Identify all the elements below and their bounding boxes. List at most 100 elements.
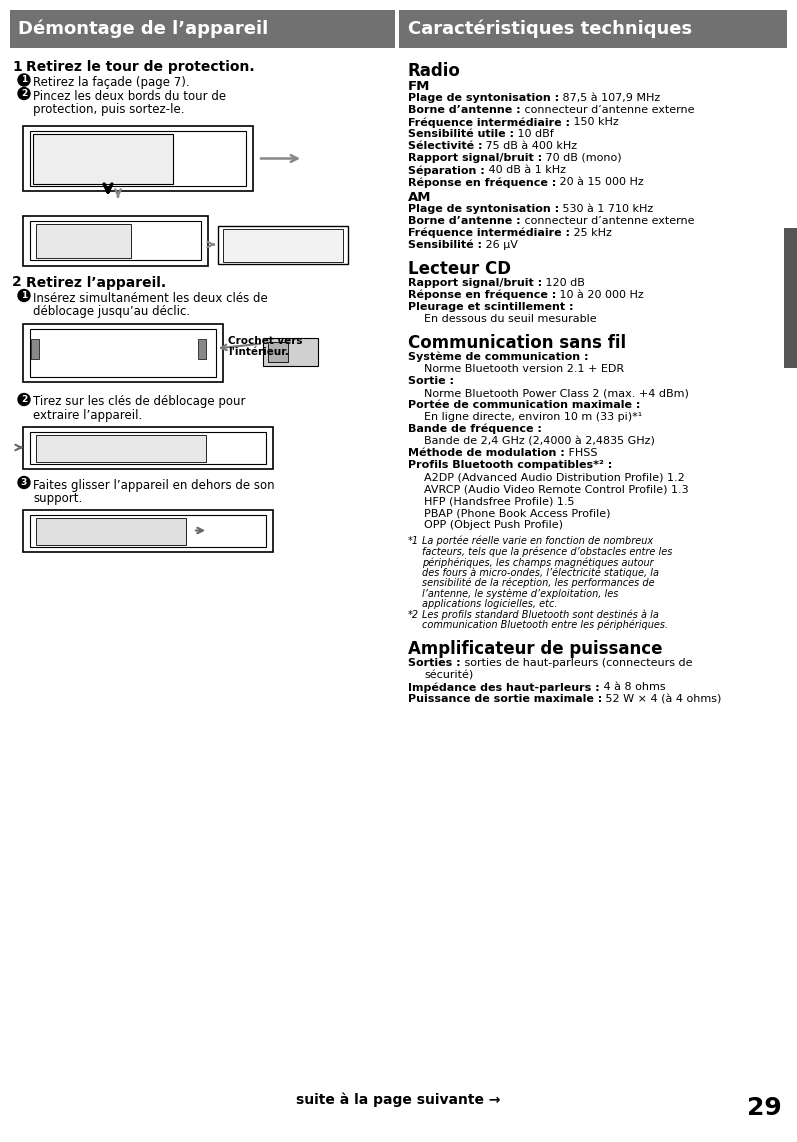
Text: Portée de communication maximale :: Portée de communication maximale :: [408, 400, 640, 410]
Text: Sélectivité :: Sélectivité :: [408, 140, 482, 151]
Text: *1: *1: [408, 536, 419, 546]
Text: Communication sans fil: Communication sans fil: [408, 333, 626, 352]
Text: Caractéristiques techniques: Caractéristiques techniques: [408, 19, 692, 38]
Text: Bande de fréquence :: Bande de fréquence :: [408, 424, 542, 434]
Text: Retirez le tour de protection.: Retirez le tour de protection.: [26, 61, 254, 74]
Text: AM: AM: [408, 191, 431, 204]
Text: 40 dB à 1 kHz: 40 dB à 1 kHz: [485, 164, 566, 175]
Text: PBAP (Phone Book Access Profile): PBAP (Phone Book Access Profile): [424, 508, 611, 518]
Text: 120 dB: 120 dB: [542, 278, 585, 288]
Text: 20 à 15 000 Hz: 20 à 15 000 Hz: [556, 177, 644, 187]
Text: connecteur d’antenne externe: connecteur d’antenne externe: [520, 216, 694, 226]
Text: Système de communication :: Système de communication :: [408, 352, 588, 362]
Text: suite à la page suivante →: suite à la page suivante →: [296, 1093, 501, 1107]
Text: Amplificateur de puissance: Amplificateur de puissance: [408, 641, 662, 659]
Text: Séparation :: Séparation :: [408, 164, 485, 176]
Circle shape: [18, 74, 30, 86]
Text: Puissance de sortie maximale :: Puissance de sortie maximale :: [408, 694, 603, 705]
FancyBboxPatch shape: [36, 224, 131, 257]
Text: AVRCP (Audio Video Remote Control Profile) 1.3: AVRCP (Audio Video Remote Control Profil…: [424, 484, 689, 494]
FancyBboxPatch shape: [33, 134, 173, 184]
Text: Sortie :: Sortie :: [408, 376, 454, 386]
Text: *2: *2: [408, 610, 419, 619]
Text: Rapport signal/bruit :: Rapport signal/bruit :: [408, 278, 542, 288]
Text: Profils Bluetooth compatibles*² :: Profils Bluetooth compatibles*² :: [408, 460, 612, 471]
FancyBboxPatch shape: [36, 517, 186, 545]
Text: Fréquence intermédiaire :: Fréquence intermédiaire :: [408, 116, 570, 128]
Text: 1: 1: [21, 75, 27, 85]
Text: Impédance des haut-parleurs :: Impédance des haut-parleurs :: [408, 683, 599, 693]
Text: Réponse en fréquence :: Réponse en fréquence :: [408, 177, 556, 187]
Text: Norme Bluetooth Power Class 2 (max. +4 dBm): Norme Bluetooth Power Class 2 (max. +4 d…: [424, 388, 689, 399]
Text: Faites glisser l’appareil en dehors de son: Faites glisser l’appareil en dehors de s…: [33, 478, 275, 491]
Text: extraire l’appareil.: extraire l’appareil.: [33, 409, 142, 423]
Text: Norme Bluetooth version 2.1 + EDR: Norme Bluetooth version 2.1 + EDR: [424, 364, 624, 373]
Text: 87,5 à 107,9 MHz: 87,5 à 107,9 MHz: [559, 93, 661, 103]
Text: périphériques, les champs magnétiques autour: périphériques, les champs magnétiques au…: [422, 557, 654, 568]
FancyBboxPatch shape: [268, 341, 288, 362]
Text: Borne d’antenne :: Borne d’antenne :: [408, 216, 520, 226]
Text: 150 kHz: 150 kHz: [570, 116, 618, 127]
Text: 75 dB à 400 kHz: 75 dB à 400 kHz: [482, 140, 578, 151]
Text: 1: 1: [21, 291, 27, 300]
Text: facteurs, tels que la présence d’obstacles entre les: facteurs, tels que la présence d’obstacl…: [422, 547, 673, 557]
Text: Retirez l’appareil.: Retirez l’appareil.: [26, 275, 166, 290]
Text: A2DP (Advanced Audio Distribution Profile) 1.2: A2DP (Advanced Audio Distribution Profil…: [424, 472, 685, 482]
Text: déblocage jusqu’au déclic.: déblocage jusqu’au déclic.: [33, 305, 190, 317]
Text: 52 W × 4 (à 4 ohms): 52 W × 4 (à 4 ohms): [603, 694, 721, 705]
Text: Plage de syntonisation :: Plage de syntonisation :: [408, 204, 559, 214]
Text: l’antenne, le système d’exploitation, les: l’antenne, le système d’exploitation, le…: [422, 588, 618, 600]
Text: 25 kHz: 25 kHz: [570, 228, 612, 238]
Text: Sorties :: Sorties :: [408, 659, 461, 668]
Text: OPP (Object Push Profile): OPP (Object Push Profile): [424, 520, 563, 530]
Text: Les profils standard Bluetooth sont destinés à la: Les profils standard Bluetooth sont dest…: [422, 610, 659, 620]
FancyBboxPatch shape: [10, 10, 395, 48]
Text: En ligne directe, environ 10 m (33 pi)*¹: En ligne directe, environ 10 m (33 pi)*¹: [424, 412, 642, 423]
Text: 2: 2: [21, 395, 27, 404]
Circle shape: [18, 88, 30, 99]
Text: 70 dB (mono): 70 dB (mono): [542, 153, 622, 163]
Text: 29: 29: [748, 1096, 782, 1120]
Text: Démontage de l’appareil: Démontage de l’appareil: [18, 19, 269, 38]
Circle shape: [18, 394, 30, 405]
Text: Borne d’antenne :: Borne d’antenne :: [408, 105, 520, 115]
FancyBboxPatch shape: [263, 338, 318, 365]
Text: En dessous du seuil mesurable: En dessous du seuil mesurable: [424, 314, 597, 324]
Text: HFP (Handsfree Profile) 1.5: HFP (Handsfree Profile) 1.5: [424, 496, 575, 506]
Text: 2: 2: [21, 89, 27, 98]
Text: sécurité): sécurité): [424, 670, 473, 681]
Text: Réponse en fréquence :: Réponse en fréquence :: [408, 290, 556, 300]
Text: sensibilité de la réception, les performances de: sensibilité de la réception, les perform…: [422, 578, 654, 588]
Text: 10 à 20 000 Hz: 10 à 20 000 Hz: [556, 290, 644, 300]
Text: Plage de syntonisation :: Plage de syntonisation :: [408, 93, 559, 103]
FancyBboxPatch shape: [31, 338, 39, 359]
Text: 3: 3: [21, 478, 27, 486]
Text: des fours à micro-ondes, l’électricité statique, la: des fours à micro-ondes, l’électricité s…: [422, 568, 659, 578]
Text: Bande de 2,4 GHz (2,4000 à 2,4835 GHz): Bande de 2,4 GHz (2,4000 à 2,4835 GHz): [424, 436, 655, 447]
Circle shape: [18, 476, 30, 489]
Text: Lecteur CD: Lecteur CD: [408, 260, 511, 278]
Text: 26 µV: 26 µV: [482, 240, 518, 250]
Text: 4 à 8 ohms: 4 à 8 ohms: [599, 683, 665, 692]
Text: 530 à 1 710 kHz: 530 à 1 710 kHz: [559, 204, 654, 214]
Text: communication Bluetooth entre les périphériques.: communication Bluetooth entre les périph…: [422, 620, 668, 630]
Circle shape: [18, 290, 30, 301]
Text: 10 dBf: 10 dBf: [514, 129, 554, 139]
FancyBboxPatch shape: [36, 434, 206, 461]
Text: support.: support.: [33, 492, 82, 505]
Text: Radio: Radio: [408, 62, 461, 80]
Text: Insérez simultanément les deux clés de: Insérez simultanément les deux clés de: [33, 291, 268, 305]
FancyBboxPatch shape: [198, 338, 206, 359]
Text: Méthode de modulation :: Méthode de modulation :: [408, 448, 565, 458]
Text: Pincez les deux bords du tour de: Pincez les deux bords du tour de: [33, 89, 226, 103]
Text: protection, puis sortez-le.: protection, puis sortez-le.: [33, 103, 184, 116]
Text: 2: 2: [12, 275, 22, 290]
Text: applications logicielles, etc.: applications logicielles, etc.: [422, 600, 557, 609]
Text: Fréquence intermédiaire :: Fréquence intermédiaire :: [408, 228, 570, 239]
Text: Rapport signal/bruit :: Rapport signal/bruit :: [408, 153, 542, 163]
Text: Crochet vers
l'intérieur.: Crochet vers l'intérieur.: [228, 336, 303, 357]
Text: FM: FM: [408, 80, 430, 93]
Text: connecteur d’antenne externe: connecteur d’antenne externe: [520, 105, 694, 115]
Text: sorties de haut-parleurs (connecteurs de: sorties de haut-parleurs (connecteurs de: [461, 659, 692, 668]
Text: 1: 1: [12, 61, 22, 74]
